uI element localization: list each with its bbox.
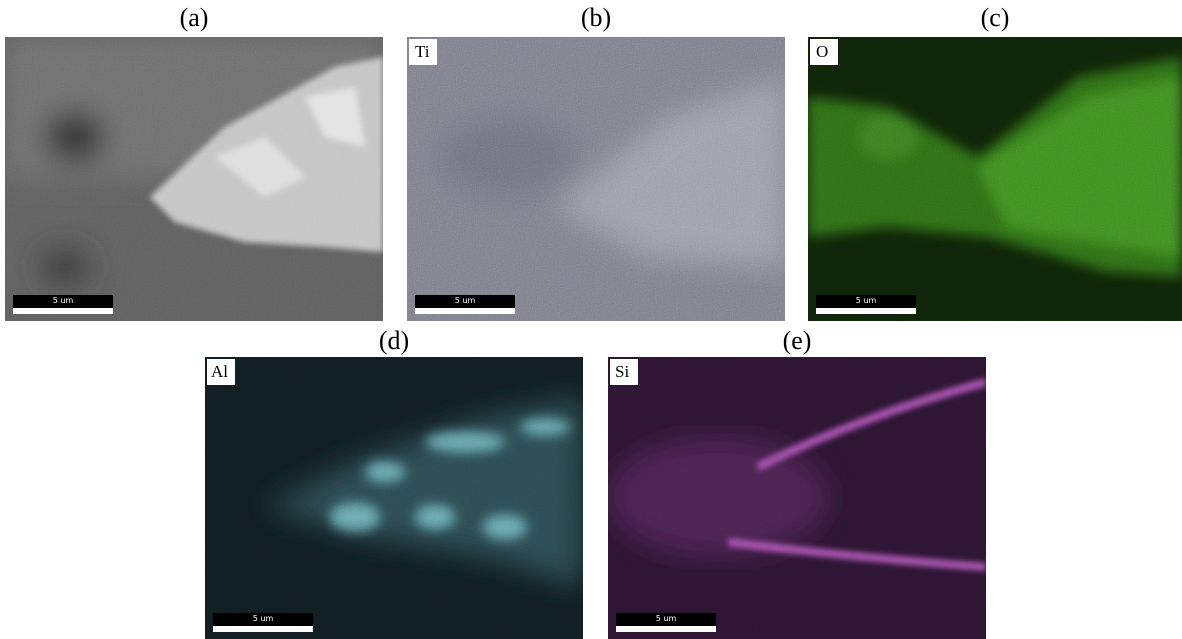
figure: {"panels": [ {"label": "(a)", "scale_bar… [0,0,1182,639]
element-label: Al [211,362,228,381]
al-map: Al 5 um [205,357,583,639]
panel-label: (d) [364,326,424,356]
panel-label: (e) [767,326,827,356]
scale-bar-label: 5 um [455,296,476,305]
scale-bar-label: 5 um [656,614,677,623]
image: Ti 5 um [407,37,785,321]
image: Si 5 um [608,357,986,639]
o-map: O 5 um [808,37,1182,321]
panel-label: (c) [965,3,1025,33]
element-label: Ti [415,42,430,61]
element-label: O [816,42,828,61]
panel-label: (b) [566,3,626,33]
si-map: Si 5 um [608,357,986,639]
image: O 5 um [808,37,1182,321]
panel-label: (a) [164,3,224,33]
element-label: Si [615,362,629,381]
ti-map: Ti 5 um [407,37,785,321]
scale-bar-label: 5 um [53,296,74,305]
sem-image: 5 um [5,37,383,321]
scale-bar-label: 5 um [856,296,877,305]
image: Al 5 um [205,357,583,639]
scale-bar-label: 5 um [253,614,274,623]
image: 5 um [5,37,383,321]
